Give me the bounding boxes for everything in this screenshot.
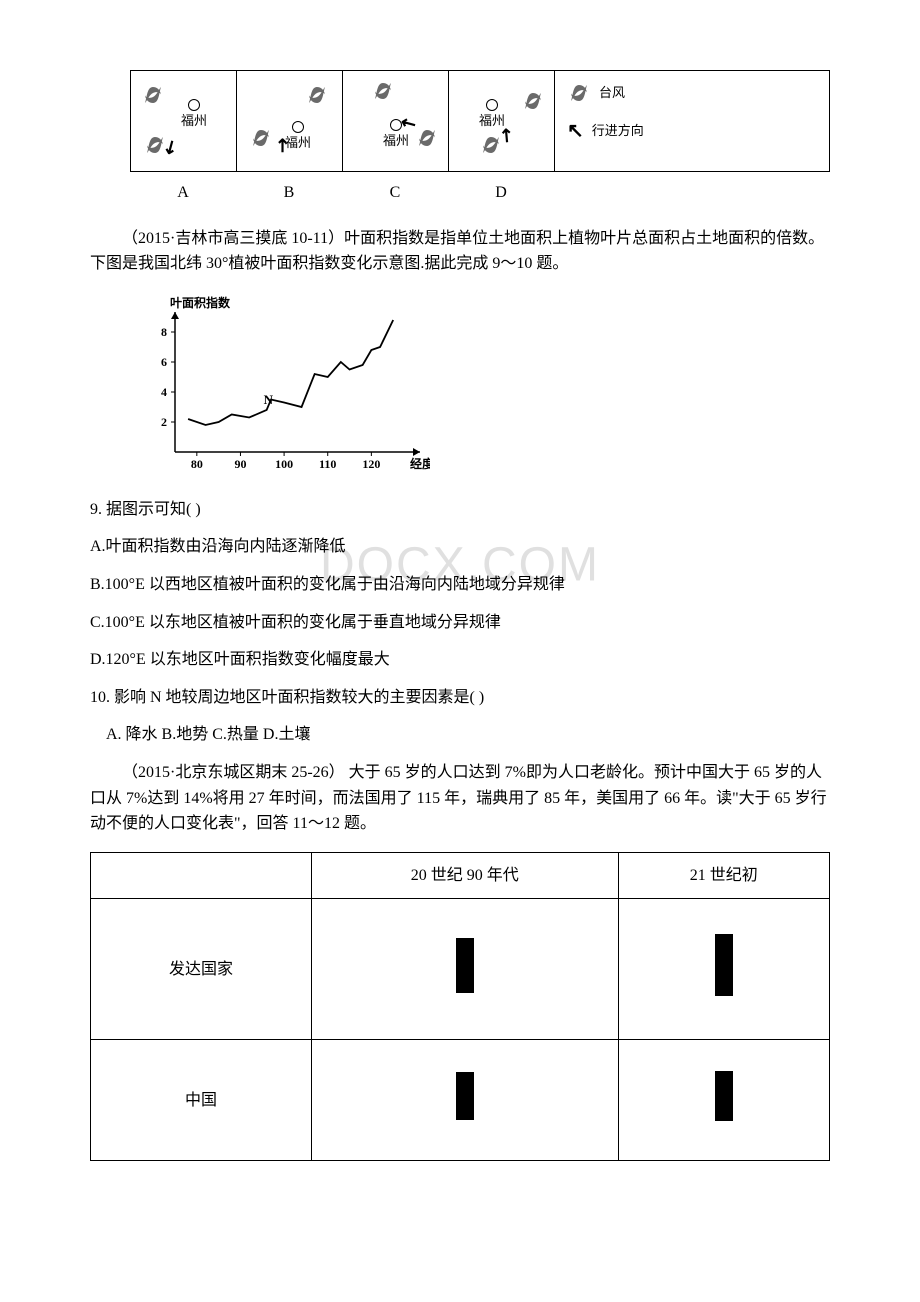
svg-text:2: 2 [161,415,167,429]
q10-stem: 10. 影响 N 地较周边地区叶面积指数较大的主要因素是( ) [90,685,830,711]
leaf-intro-text: （2015·吉林市高三摸底 10-11）叶面积指数是指单位土地面积上植物叶片总面… [90,226,830,277]
option-label-b: B [236,180,342,206]
typhoon-icon [521,89,545,113]
svg-text:4: 4 [161,385,167,399]
city-marker: 福州 [181,99,207,132]
aging-table: 20 世纪 90 年代 21 世纪初 发达国家 中国 [90,852,830,1162]
typhoon-panel-c: 福州 ↖ [343,71,449,171]
typhoon-legend: 台风 ↖ 行进方向 [555,71,670,171]
bar-icon [715,1071,733,1121]
option-label-d: D [448,180,554,206]
typhoon-panel-a: 福州 ↖ [131,71,237,171]
leaf-area-chart: 2 4 6 8 80 90 100 110 120 叶面积指数经度 N [130,292,430,482]
bar-icon [456,1072,474,1120]
bar-icon [715,934,733,996]
q9-option-c: C.100°E 以东地区植被叶面积的变化属于垂直地域分异规律 [90,610,830,636]
typhoon-figure: 福州 ↖ 福州 ↖ 福州 ↖ [130,70,830,206]
q9-option-a: A.叶面积指数由沿海向内陆逐渐降低 [90,534,830,560]
leaf-chart-svg: 2 4 6 8 80 90 100 110 120 叶面积指数经度 N [130,292,430,482]
bar-icon [456,938,474,993]
typhoon-icon [567,81,591,105]
table-header-row: 20 世纪 90 年代 21 世纪初 [91,852,830,899]
typhoon-panel-b: 福州 ↖ [237,71,343,171]
city-label: 福州 [181,111,207,132]
q9-stem: 9. 据图示可知( ) [90,497,830,523]
city-marker: 福州 [479,99,505,132]
option-label-a: A [130,180,236,206]
q9-option-d: D.120°E 以东地区叶面积指数变化幅度最大 [90,647,830,673]
typhoon-panel-d: 福州 ↖ [449,71,555,171]
table-cell-r1c2 [618,899,829,1040]
q9-option-b: B.100°E 以西地区植被叶面积的变化属于由沿海向内陆地域分异规律 [90,572,830,598]
typhoon-panels: 福州 ↖ 福州 ↖ 福州 ↖ [130,70,830,172]
legend-typhoon-label: 台风 [599,83,625,104]
svg-text:叶面积指数: 叶面积指数 [170,295,231,310]
typhoon-icon [371,79,395,103]
svg-text:110: 110 [319,457,336,471]
table-cell-r2c2 [618,1040,829,1161]
typhoon-icon [305,83,329,107]
svg-text:8: 8 [161,325,167,339]
typhoon-option-labels: A B C D [130,180,830,206]
table-row2-header: 中国 [91,1040,312,1161]
svg-text:90: 90 [234,457,246,471]
table-row: 发达国家 [91,899,830,1040]
svg-text:120: 120 [362,457,380,471]
table-row: 中国 [91,1040,830,1161]
table-cell-r1c1 [312,899,619,1040]
table-corner-cell [91,852,312,899]
legend-direction-label: 行进方向 [592,121,644,142]
option-label-c: C [342,180,448,206]
q10-options: A. 降水 B.地势 C.热量 D.土壤 [90,722,830,748]
svg-text:6: 6 [161,355,167,369]
typhoon-icon [141,83,165,107]
svg-text:N: N [264,392,274,407]
direction-arrow-icon: ↖ [567,115,584,147]
table-col2-header: 21 世纪初 [618,852,829,899]
table-row1-header: 发达国家 [91,899,312,1040]
svg-text:100: 100 [275,457,293,471]
svg-text:经度: 经度 [410,456,430,471]
table-col1-header: 20 世纪 90 年代 [312,852,619,899]
table-cell-r2c1 [312,1040,619,1161]
svg-text:80: 80 [191,457,203,471]
aging-intro-text: （2015·北京东城区期末 25-26） 大于 65 岁的人口达到 7%即为人口… [90,760,830,837]
